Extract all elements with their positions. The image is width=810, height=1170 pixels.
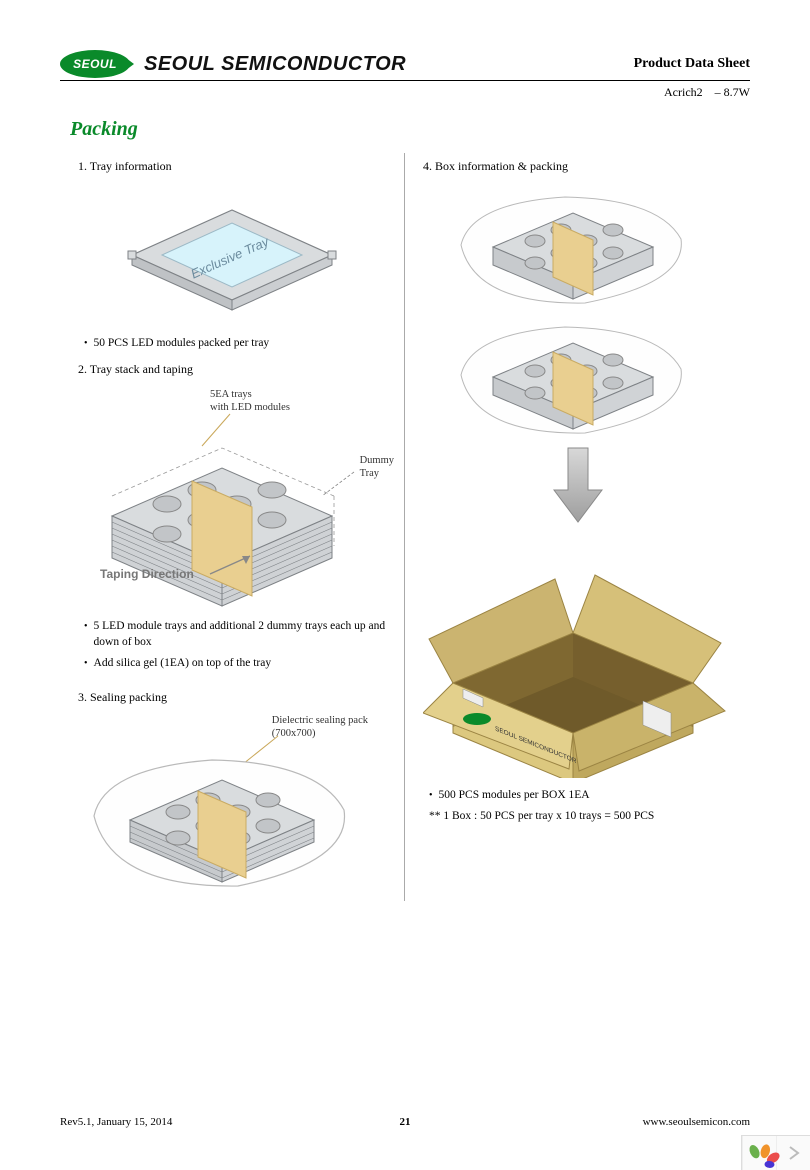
- page-number: 21: [0, 1116, 810, 1128]
- arrow-down-icon: [538, 440, 618, 530]
- company-name: SEOUL SEMICONDUCTOR: [144, 53, 406, 76]
- header-left: SEOUL SEOUL SEMICONDUCTOR: [60, 50, 406, 78]
- content-columns: 1. Tray information Exclusive Tray: [60, 153, 750, 901]
- logo-text: SEOUL: [73, 57, 117, 71]
- step2-bullet2: • Add silica gel (1EA) on top of the tra…: [84, 656, 394, 672]
- product-subheader: Acrich2 – 8.7W: [60, 85, 750, 100]
- sealed-stack-icon: [448, 183, 708, 308]
- bullet-icon: •: [84, 619, 88, 635]
- tray-diagram: Exclusive Tray: [70, 180, 394, 330]
- product-name: Acrich2: [664, 85, 703, 99]
- box-diagram: SEOUL SEMICONDUCTOR: [415, 530, 740, 780]
- tray-stack-icon: Taping Direction: [72, 386, 392, 611]
- cardboard-box-icon: SEOUL SEMICONDUCTOR: [423, 533, 733, 778]
- step4-note: ** 1 Box : 50 PCS per tray x 10 trays = …: [429, 810, 740, 822]
- callout-seal: Dielectric sealing pack (700x700): [272, 715, 368, 740]
- section-title: Packing: [70, 118, 750, 141]
- exclusive-tray-icon: Exclusive Tray: [102, 185, 362, 325]
- left-column: 1. Tray information Exclusive Tray: [60, 153, 405, 901]
- callout-5ea-trays: 5EA trays with LED modules: [210, 389, 290, 414]
- step4-bullet-text: 500 PCS modules per BOX 1EA: [439, 788, 590, 804]
- sealing-diagram: Dielectric sealing pack (700x700): [70, 711, 394, 901]
- sheet-title: Product Data Sheet: [634, 56, 750, 72]
- bullet-icon: •: [84, 656, 88, 672]
- svg-text:Taping Direction: Taping Direction: [100, 567, 194, 581]
- bullet-icon: •: [84, 336, 88, 352]
- sealed-pack-1: [415, 180, 740, 310]
- viewer-nav: [741, 1135, 810, 1170]
- right-column: 4. Box information & packing: [405, 153, 750, 901]
- step2-bullet2-text: Add silica gel (1EA) on top of the tray: [94, 656, 272, 672]
- datasheet-page: SEOUL SEOUL SEMICONDUCTOR Product Data S…: [0, 0, 810, 1170]
- callout-dummy-tray: Dummy Tray: [360, 455, 394, 480]
- step2-bullet1-text: 5 LED module trays and additional 2 dumm…: [94, 619, 394, 650]
- stack-diagram: 5EA trays with LED modules Dummy Tray: [70, 383, 394, 613]
- sealed-stack-icon: [448, 313, 708, 438]
- step2-title: 2. Tray stack and taping: [78, 362, 394, 377]
- sealing-pack-icon: [82, 714, 382, 899]
- step2-bullet1: • 5 LED module trays and additional 2 du…: [84, 619, 394, 650]
- seoul-logo-icon: SEOUL: [60, 50, 130, 78]
- step4-title: 4. Box information & packing: [423, 159, 740, 174]
- bullet-icon: •: [429, 788, 433, 804]
- step1-bullet: • 50 PCS LED modules packed per tray: [84, 336, 394, 352]
- viewer-logo-icon[interactable]: [742, 1136, 776, 1170]
- step1-title: 1. Tray information: [78, 159, 394, 174]
- step1-bullet-text: 50 PCS LED modules packed per tray: [94, 336, 270, 352]
- step4-bullet: • 500 PCS modules per BOX 1EA: [429, 788, 740, 804]
- arrow-down: [415, 440, 740, 530]
- product-power: – 8.7W: [715, 85, 750, 99]
- step3-title: 3. Sealing packing: [78, 690, 394, 705]
- chevron-right-icon: [788, 1146, 800, 1160]
- sealed-pack-2: [415, 310, 740, 440]
- next-page-button[interactable]: [776, 1136, 810, 1170]
- page-header: SEOUL SEOUL SEMICONDUCTOR Product Data S…: [60, 50, 750, 81]
